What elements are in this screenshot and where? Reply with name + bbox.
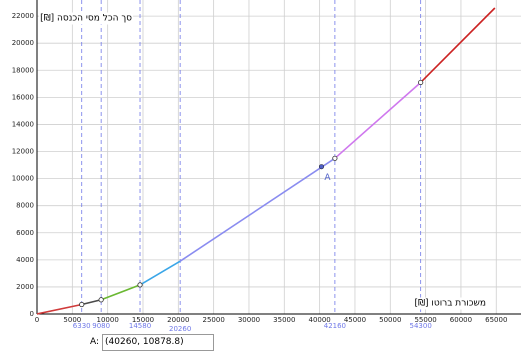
y-tick-label: 14000 [12, 120, 34, 128]
label-bg [413, 297, 487, 310]
y-tick-label: 22000 [12, 12, 34, 20]
x-tick-label: 35000 [273, 316, 295, 324]
y-tick-label: 20000 [12, 39, 34, 47]
grid [36, 0, 521, 315]
x-tick-label: 65000 [485, 316, 507, 324]
point-label: A [324, 173, 331, 183]
input-box[interactable]: (40260, 10878.8) [102, 333, 215, 351]
x-tick-label: 25000 [203, 316, 225, 324]
x-tick-label: 5000 [63, 316, 81, 324]
x-tick-label: 30000 [238, 316, 260, 324]
input-bar: A: (40260, 10878.8) [90, 333, 215, 351]
labels: 0 5000 10000 15000 20000 25000 30000 35000 40000… [12, 12, 508, 333]
break-point [137, 282, 143, 288]
series-line [139, 260, 181, 286]
y-tick-label: 0 [30, 310, 34, 318]
y-axis-label: סך הכל מסי הכנסה [₪] [40, 14, 132, 24]
y-tick-label: 18000 [12, 66, 34, 74]
x-tick-label: 45000 [344, 316, 366, 324]
y-tick-label: 6000 [16, 229, 34, 237]
break-label: 42160 [324, 322, 346, 330]
break-point [418, 79, 424, 86]
y-tick-label: 2000 [16, 283, 34, 291]
break-label: 9080 [92, 322, 110, 330]
y-tick-label: 8000 [16, 202, 34, 210]
x-tick-label: 40000 [308, 316, 330, 324]
break-label: 6330 [73, 322, 91, 330]
series-line [81, 299, 102, 306]
break-point [332, 155, 338, 161]
break-label: 14580 [129, 322, 151, 330]
marks [37, 7, 496, 315]
series-line [179, 157, 336, 262]
x-axis-label: משכורת ברוטו [₪] [414, 299, 486, 309]
break-label: 54300 [410, 322, 432, 330]
x-tick-label: 20000 [167, 316, 189, 324]
series-line [420, 7, 496, 84]
x-tick-label: 0 [35, 316, 39, 324]
point-a [318, 164, 324, 170]
series-line [100, 284, 141, 301]
label-bg [39, 12, 134, 25]
break-point [79, 301, 85, 308]
break-label: 20260 [169, 325, 191, 333]
x-tick-label: 60000 [450, 316, 472, 324]
input-label: A: [90, 337, 100, 347]
y-tick-label: 10000 [12, 175, 34, 183]
break-point [98, 297, 104, 303]
y-tick-label: 4000 [16, 256, 34, 264]
x-tick-label: 55000 [414, 316, 436, 324]
x-tick-label: 15000 [132, 316, 154, 324]
x-tick-label: 10000 [97, 316, 119, 324]
y-tick-label: 12000 [12, 148, 34, 156]
y-tick-label: 16000 [12, 93, 34, 101]
series-line [37, 303, 82, 315]
x-tick-label: 50000 [379, 316, 401, 324]
series-line [334, 81, 422, 159]
